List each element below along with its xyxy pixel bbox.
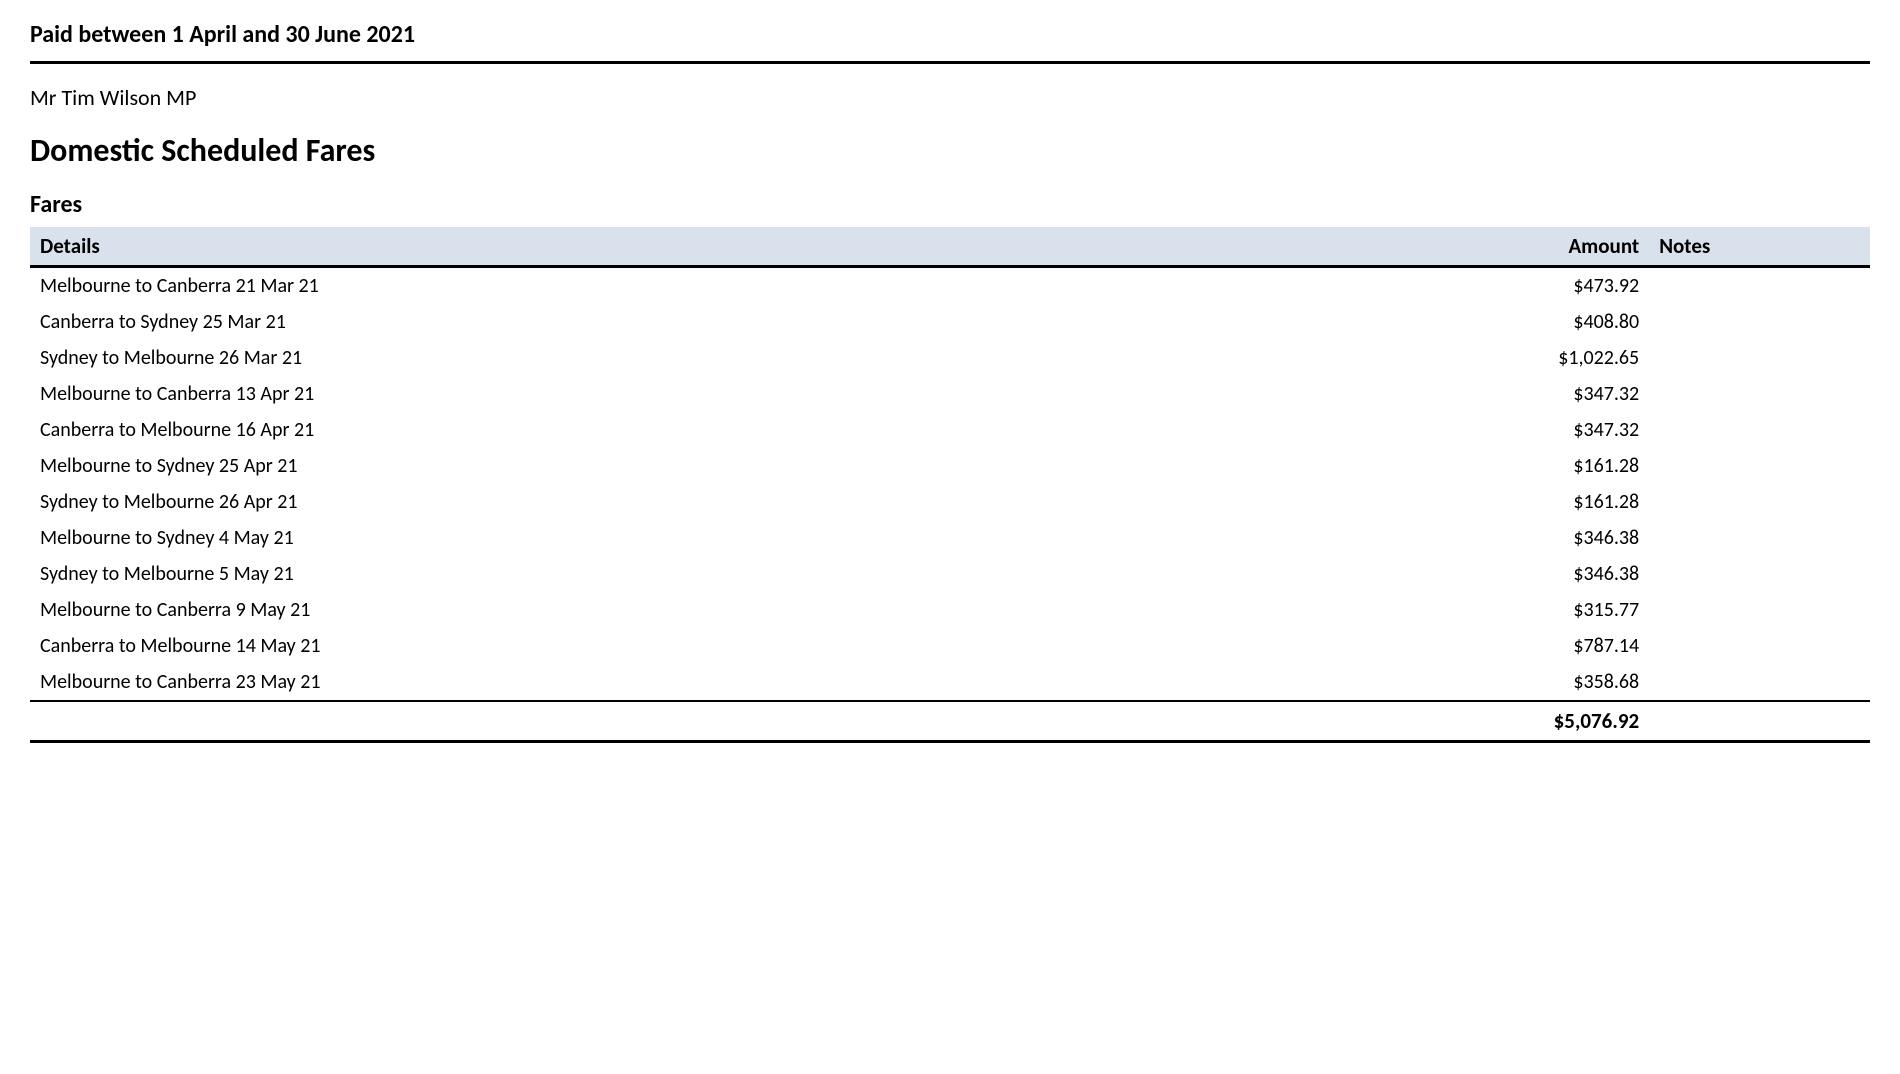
table-body: Melbourne to Canberra 21 Mar 21$473.92Ca… xyxy=(30,267,1870,702)
total-amount-cell: $5,076.92 xyxy=(1410,701,1649,742)
cell-amount: $1,022.65 xyxy=(1410,340,1649,376)
cell-details: Melbourne to Canberra 9 May 21 xyxy=(30,592,1410,628)
col-header-details: Details xyxy=(30,227,1410,267)
table-row: Melbourne to Sydney 25 Apr 21$161.28 xyxy=(30,448,1870,484)
total-notes-cell xyxy=(1649,701,1870,742)
cell-amount: $347.32 xyxy=(1410,412,1649,448)
cell-notes xyxy=(1649,592,1870,628)
cell-notes xyxy=(1649,664,1870,701)
table-row: Melbourne to Canberra 23 May 21$358.68 xyxy=(30,664,1870,701)
fares-table: Details Amount Notes Melbourne to Canber… xyxy=(30,227,1870,743)
cell-amount: $346.38 xyxy=(1410,556,1649,592)
cell-details: Melbourne to Canberra 23 May 21 xyxy=(30,664,1410,701)
table-row: Melbourne to Canberra 13 Apr 21$347.32 xyxy=(30,376,1870,412)
cell-amount: $787.14 xyxy=(1410,628,1649,664)
table-header-row: Details Amount Notes xyxy=(30,227,1870,267)
table-row: Melbourne to Sydney 4 May 21$346.38 xyxy=(30,520,1870,556)
table-row: Canberra to Melbourne 14 May 21$787.14 xyxy=(30,628,1870,664)
cell-details: Sydney to Melbourne 26 Mar 21 xyxy=(30,340,1410,376)
cell-details: Melbourne to Sydney 4 May 21 xyxy=(30,520,1410,556)
table-row: Melbourne to Canberra 21 Mar 21$473.92 xyxy=(30,267,1870,305)
table-row: Canberra to Sydney 25 Mar 21$408.80 xyxy=(30,304,1870,340)
period-header: Paid between 1 April and 30 June 2021 xyxy=(30,20,1870,64)
subsection-title: Fares xyxy=(30,190,1870,219)
table-row: Sydney to Melbourne 5 May 21$346.38 xyxy=(30,556,1870,592)
cell-details: Melbourne to Canberra 21 Mar 21 xyxy=(30,267,1410,305)
table-row: Melbourne to Canberra 9 May 21$315.77 xyxy=(30,592,1870,628)
cell-amount: $161.28 xyxy=(1410,448,1649,484)
cell-amount: $473.92 xyxy=(1410,267,1649,305)
cell-details: Canberra to Sydney 25 Mar 21 xyxy=(30,304,1410,340)
cell-details: Melbourne to Sydney 25 Apr 21 xyxy=(30,448,1410,484)
table-row: Sydney to Melbourne 26 Mar 21$1,022.65 xyxy=(30,340,1870,376)
cell-notes xyxy=(1649,628,1870,664)
cell-notes xyxy=(1649,267,1870,305)
cell-details: Canberra to Melbourne 14 May 21 xyxy=(30,628,1410,664)
table-row: Canberra to Melbourne 16 Apr 21$347.32 xyxy=(30,412,1870,448)
table-row: Sydney to Melbourne 26 Apr 21$161.28 xyxy=(30,484,1870,520)
cell-amount: $161.28 xyxy=(1410,484,1649,520)
cell-notes xyxy=(1649,484,1870,520)
cell-details: Sydney to Melbourne 5 May 21 xyxy=(30,556,1410,592)
cell-notes xyxy=(1649,520,1870,556)
cell-amount: $408.80 xyxy=(1410,304,1649,340)
cell-notes xyxy=(1649,340,1870,376)
cell-details: Canberra to Melbourne 16 Apr 21 xyxy=(30,412,1410,448)
col-header-notes: Notes xyxy=(1649,227,1870,267)
cell-notes xyxy=(1649,376,1870,412)
cell-amount: $347.32 xyxy=(1410,376,1649,412)
mp-name: Mr Tim Wilson MP xyxy=(30,84,1870,111)
total-label-cell xyxy=(30,701,1410,742)
cell-notes xyxy=(1649,412,1870,448)
cell-details: Melbourne to Canberra 13 Apr 21 xyxy=(30,376,1410,412)
section-title: Domestic Scheduled Fares xyxy=(30,131,1870,170)
table-total-row: $5,076.92 xyxy=(30,701,1870,742)
cell-amount: $358.68 xyxy=(1410,664,1649,701)
cell-details: Sydney to Melbourne 26 Apr 21 xyxy=(30,484,1410,520)
cell-notes xyxy=(1649,556,1870,592)
cell-notes xyxy=(1649,448,1870,484)
cell-amount: $315.77 xyxy=(1410,592,1649,628)
cell-amount: $346.38 xyxy=(1410,520,1649,556)
cell-notes xyxy=(1649,304,1870,340)
col-header-amount: Amount xyxy=(1410,227,1649,267)
